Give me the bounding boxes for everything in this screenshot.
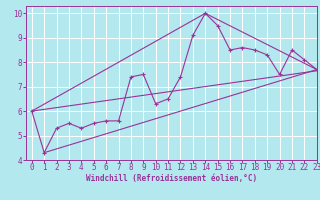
X-axis label: Windchill (Refroidissement éolien,°C): Windchill (Refroidissement éolien,°C) xyxy=(86,174,257,183)
